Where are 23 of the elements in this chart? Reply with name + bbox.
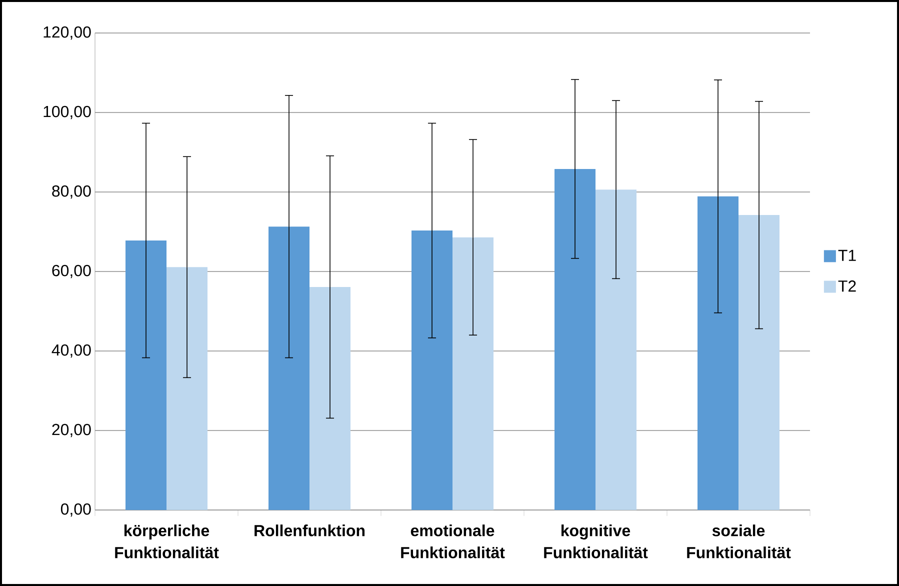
x-tick-label: emotionale Funktionalität (401, 524, 505, 558)
y-tick-label: 40,00 (52, 344, 91, 358)
bar (126, 240, 166, 510)
x-tick-label: kognitive Funktionalität (544, 524, 648, 558)
legend-label: T1 (838, 250, 856, 261)
y-tick-label: 20,00 (52, 424, 91, 438)
bar (738, 215, 780, 510)
bar (412, 230, 453, 510)
bar (166, 267, 208, 510)
x-tick-label: soziale Funktionalität (687, 524, 791, 558)
bar (554, 168, 596, 510)
bar (268, 226, 310, 510)
y-tick-label: 0,00 (60, 503, 91, 517)
y-tick-label: 80,00 (52, 185, 91, 199)
x-tick-label: Rollenfunktion (254, 524, 365, 536)
bar (596, 190, 637, 510)
bar (698, 196, 739, 510)
legend-label: T2 (838, 280, 856, 292)
bar (452, 237, 494, 510)
x-tick-label: körperliche Funktionalität (115, 524, 219, 558)
y-tick-label: 60,00 (52, 264, 91, 278)
y-tick-label: 120,00 (44, 26, 91, 40)
y-tick-label: 100,00 (44, 106, 91, 120)
